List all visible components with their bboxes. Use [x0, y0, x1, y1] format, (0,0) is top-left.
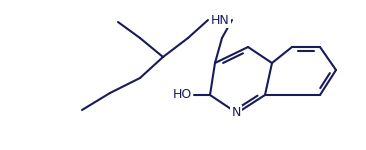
Text: HO: HO: [173, 88, 192, 102]
Text: N: N: [231, 106, 241, 120]
Text: HN: HN: [210, 14, 229, 27]
